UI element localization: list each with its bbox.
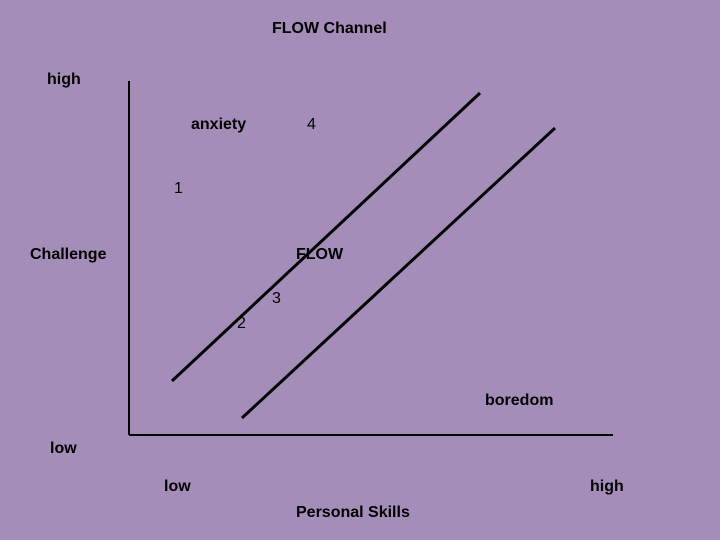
point-label-2: 2 xyxy=(237,315,246,333)
point-label-1: 1 xyxy=(174,180,183,198)
region-label-flow: FLOW xyxy=(296,246,343,264)
y-axis-title: Challenge xyxy=(30,246,106,264)
point-label-3: 3 xyxy=(272,290,281,308)
region-label-anxiety: anxiety xyxy=(191,116,246,134)
chart-title: FLOW Channel xyxy=(272,20,387,38)
y-axis-low-label: low xyxy=(50,440,77,458)
x-axis-high-label: high xyxy=(590,478,624,496)
diagram-svg xyxy=(0,0,720,540)
y-axis-high-label: high xyxy=(47,71,81,89)
point-label-4: 4 xyxy=(307,116,316,134)
region-label-boredom: boredom xyxy=(485,392,553,410)
x-axis-title: Personal Skills xyxy=(296,504,410,522)
x-axis-low-label: low xyxy=(164,478,191,496)
channel-upper-line xyxy=(172,93,480,381)
